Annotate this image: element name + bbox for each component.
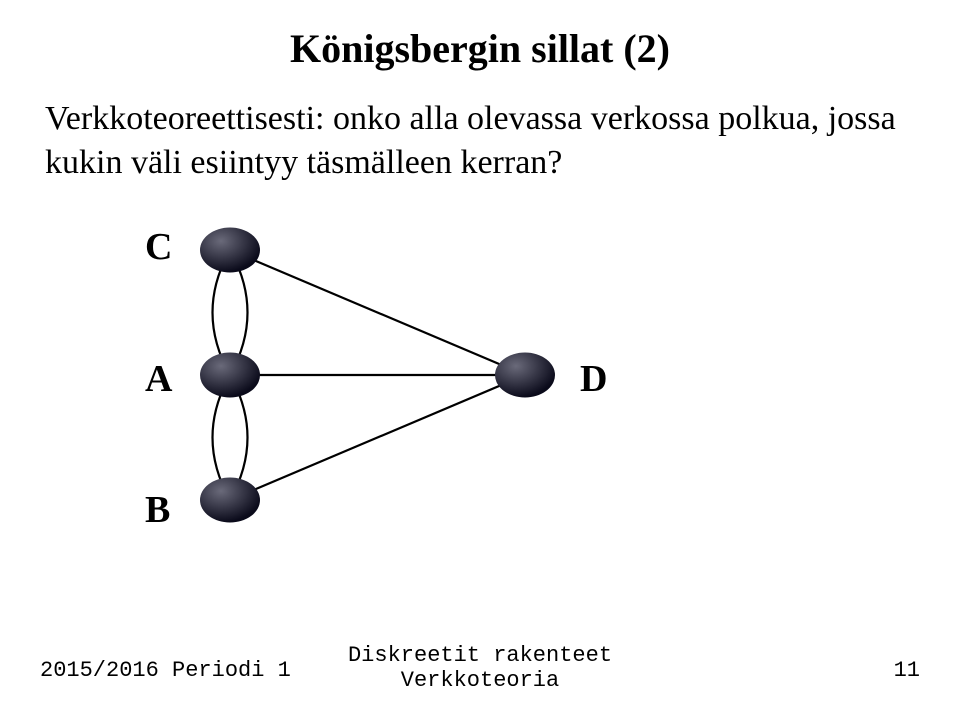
graph-diagram: C A B D	[55, 205, 615, 545]
footer-right: 11	[894, 658, 920, 683]
graph-node-label: B	[145, 488, 170, 532]
footer-center-line2: Verkkoteoria	[348, 668, 612, 693]
graph-edge	[230, 375, 525, 500]
graph-node	[200, 353, 260, 398]
graph-node	[495, 353, 555, 398]
graph-node	[200, 228, 260, 273]
graph-node-label: A	[145, 357, 172, 401]
graph-edge	[230, 250, 525, 375]
graph-node-label: D	[580, 357, 607, 401]
graph-svg	[55, 205, 615, 545]
page-subtitle: Verkkoteoreettisesti: onko alla olevassa…	[0, 72, 960, 195]
footer-center-line1: Diskreetit rakenteet	[348, 643, 612, 668]
footer-center: Diskreetit rakenteet Verkkoteoria	[348, 643, 612, 693]
graph-node-label: C	[145, 225, 172, 269]
page-title: Königsbergin sillat (2)	[0, 0, 960, 72]
graph-node	[200, 478, 260, 523]
footer-left: 2015/2016 Periodi 1	[40, 658, 291, 683]
